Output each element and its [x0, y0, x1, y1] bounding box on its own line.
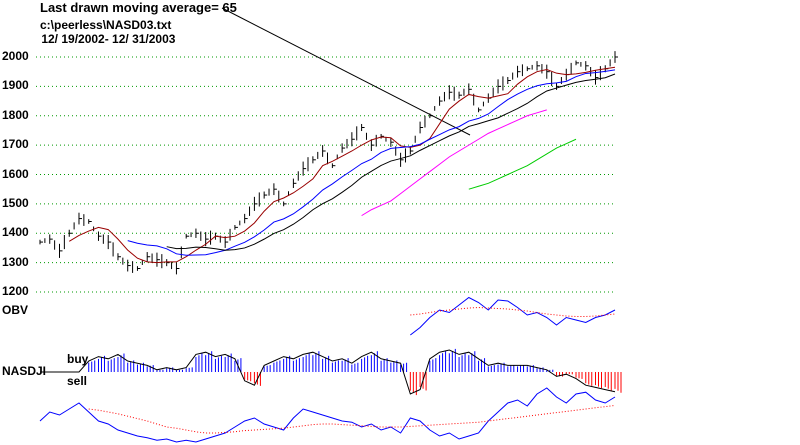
obv-ma-line — [410, 306, 616, 317]
y-tick-label: 1800 — [2, 107, 29, 122]
ma-red-line — [68, 66, 616, 264]
y-tick-label: 1900 — [2, 78, 29, 93]
y-tick-label: 1700 — [2, 137, 29, 152]
y-tick-label: 1200 — [2, 284, 29, 298]
y-tick-label: 1400 — [2, 225, 29, 240]
bottom-ma-line — [88, 404, 616, 434]
annotation-line — [221, 7, 471, 136]
ma-green-line — [468, 138, 577, 190]
bottom-line — [39, 387, 616, 443]
ma-magenta-line — [361, 109, 547, 217]
obv-label: OBV — [2, 303, 29, 317]
ma-black-line — [166, 73, 616, 251]
indicator-label: NASDJI — [2, 364, 47, 378]
ma-blue-line — [127, 69, 616, 256]
y-tick-label: 1600 — [2, 166, 29, 181]
chart-title: Last drawn moving average= 65 — [40, 0, 237, 15]
indicator-line — [40, 349, 616, 395]
obv-line — [410, 296, 616, 336]
sell-label: sell — [67, 374, 88, 388]
date-range: 12/ 19/2002- 12/ 31/2003 — [38, 32, 176, 46]
file-label: c:\peerless\NASD03.txt — [40, 18, 172, 32]
buy-label: buy — [67, 352, 89, 366]
y-tick-label: 2000 — [2, 49, 29, 63]
y-tick-label: 1500 — [2, 195, 29, 210]
y-tick-label: 1300 — [2, 254, 29, 269]
